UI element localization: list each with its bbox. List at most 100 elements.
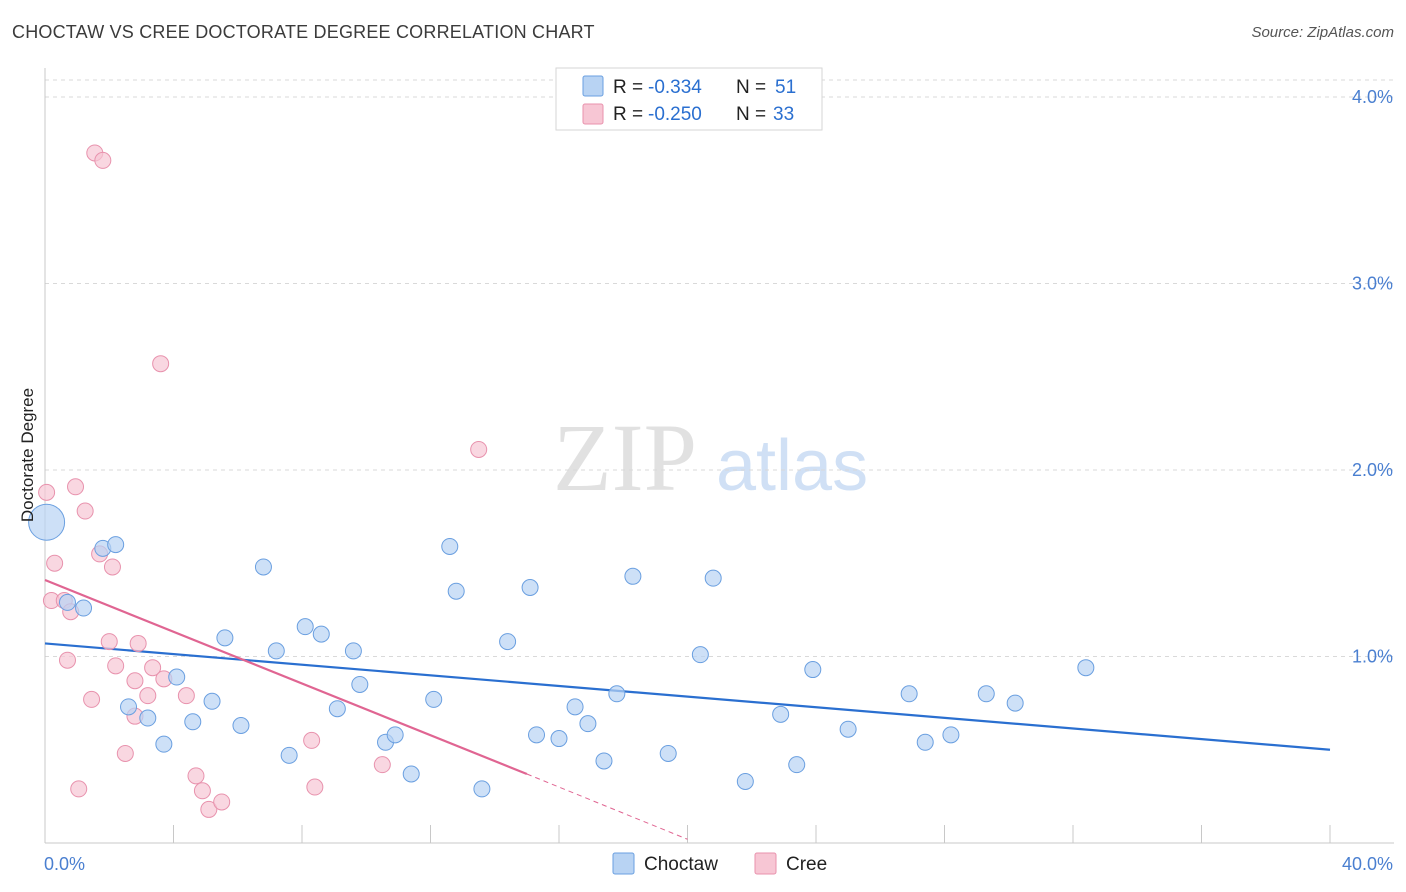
data-point-choctaw	[595, 752, 613, 770]
data-point-choctaw	[254, 558, 272, 576]
watermark-zip: ZIP	[553, 404, 697, 511]
legend-bottom-label-choctaw: Choctaw	[644, 854, 718, 875]
legend-bottom-swatch-choctaw	[612, 852, 635, 875]
legend-top: R = -0.334 N = 51 R = -0.250 N = 33	[555, 67, 823, 131]
watermark: ZIP atlas	[553, 404, 868, 511]
data-point-choctaw	[736, 772, 754, 790]
y-tick-label: 2.0%	[1352, 460, 1393, 480]
source-label: Source: ZipAtlas.com	[1251, 24, 1394, 41]
data-point-choctaw	[900, 685, 918, 703]
data-point-cree	[303, 731, 321, 749]
legend-r-label: R =	[613, 104, 643, 125]
x-tick-label: 0.0%	[44, 854, 85, 874]
data-point-cree	[38, 483, 56, 501]
trend-line-cree	[44, 579, 528, 776]
data-point-choctaw	[425, 690, 443, 708]
data-point-choctaw	[203, 692, 221, 710]
data-point-choctaw	[267, 642, 285, 660]
legend-n-value: 51	[775, 77, 796, 98]
data-point-cree	[126, 672, 144, 690]
data-point-choctaw	[28, 503, 66, 541]
data-point-choctaw	[107, 536, 125, 554]
data-point-choctaw	[58, 593, 76, 611]
legend-r-label: R =	[613, 77, 643, 98]
data-point-cree	[83, 690, 101, 708]
data-point-choctaw	[441, 537, 459, 555]
data-point-choctaw	[916, 733, 934, 751]
watermark-atlas: atlas	[716, 426, 868, 506]
data-point-cree	[306, 778, 324, 796]
data-point-cree	[103, 558, 121, 576]
data-point-choctaw	[312, 625, 330, 643]
data-point-choctaw	[75, 599, 93, 617]
data-point-choctaw	[566, 698, 584, 716]
x-tick-label: 40.0%	[1342, 854, 1393, 874]
data-points	[28, 144, 1095, 818]
axes	[44, 68, 1394, 844]
data-point-choctaw	[839, 720, 857, 738]
legend-n-label: N =	[736, 104, 766, 125]
data-point-choctaw	[139, 709, 157, 727]
data-point-choctaw	[473, 780, 491, 798]
data-point-choctaw	[521, 578, 539, 596]
legend-bottom-label-cree: Cree	[786, 854, 827, 875]
data-point-choctaw	[942, 726, 960, 744]
data-point-choctaw	[977, 685, 995, 703]
data-point-choctaw	[402, 765, 420, 783]
data-point-choctaw	[351, 675, 369, 693]
data-point-cree	[94, 151, 112, 169]
data-point-cree	[152, 355, 170, 373]
legend-bottom-swatch-cree	[754, 852, 777, 875]
legend-r-value: -0.334	[648, 77, 702, 98]
data-point-cree	[213, 793, 231, 811]
legend-n-value: 33	[773, 104, 794, 125]
data-point-choctaw	[1006, 694, 1024, 712]
legend-swatch-cree	[582, 103, 604, 125]
data-point-cree	[70, 780, 88, 798]
data-point-choctaw	[280, 746, 298, 764]
data-point-cree	[177, 687, 195, 705]
y-tick-label: 1.0%	[1352, 647, 1393, 667]
data-point-choctaw	[447, 582, 465, 600]
data-point-cree	[373, 756, 391, 774]
data-point-choctaw	[155, 735, 173, 753]
data-point-cree	[144, 659, 162, 677]
data-point-choctaw	[804, 661, 822, 679]
data-point-cree	[67, 478, 85, 496]
legend-swatch-choctaw	[582, 75, 604, 97]
y-tick-label: 4.0%	[1352, 87, 1393, 107]
trend-line-choctaw	[44, 642, 1331, 751]
trend-lines	[44, 579, 1331, 840]
data-point-cree	[187, 767, 205, 785]
y-tick-label: 3.0%	[1352, 274, 1393, 294]
data-point-choctaw	[528, 726, 546, 744]
data-point-cree	[139, 687, 157, 705]
data-point-choctaw	[216, 629, 234, 647]
data-point-choctaw	[788, 756, 806, 774]
data-point-choctaw	[344, 642, 362, 660]
data-point-cree	[100, 633, 118, 651]
data-point-cree	[116, 744, 134, 762]
data-point-cree	[76, 502, 94, 520]
data-point-choctaw	[659, 744, 677, 762]
data-point-choctaw	[499, 633, 517, 651]
data-point-cree	[129, 634, 147, 652]
data-point-cree	[58, 651, 76, 669]
data-point-choctaw	[386, 726, 404, 744]
chart-title: CHOCTAW VS CREE DOCTORATE DEGREE CORRELA…	[12, 22, 595, 42]
data-point-choctaw	[579, 715, 597, 733]
data-point-choctaw	[232, 717, 250, 735]
tick-labels: 1.0% 2.0% 3.0% 4.0% 0.0% 40.0%	[44, 87, 1393, 874]
trend-line-cree-extension	[526, 773, 688, 840]
data-point-cree	[107, 657, 125, 675]
data-point-cree	[46, 554, 64, 572]
data-point-choctaw	[168, 668, 186, 686]
data-point-choctaw	[772, 705, 790, 723]
data-point-choctaw	[608, 685, 626, 703]
data-point-choctaw	[1077, 659, 1095, 677]
data-point-choctaw	[704, 569, 722, 587]
data-point-choctaw	[550, 730, 568, 748]
data-point-cree	[193, 782, 211, 800]
data-point-choctaw	[328, 700, 346, 718]
